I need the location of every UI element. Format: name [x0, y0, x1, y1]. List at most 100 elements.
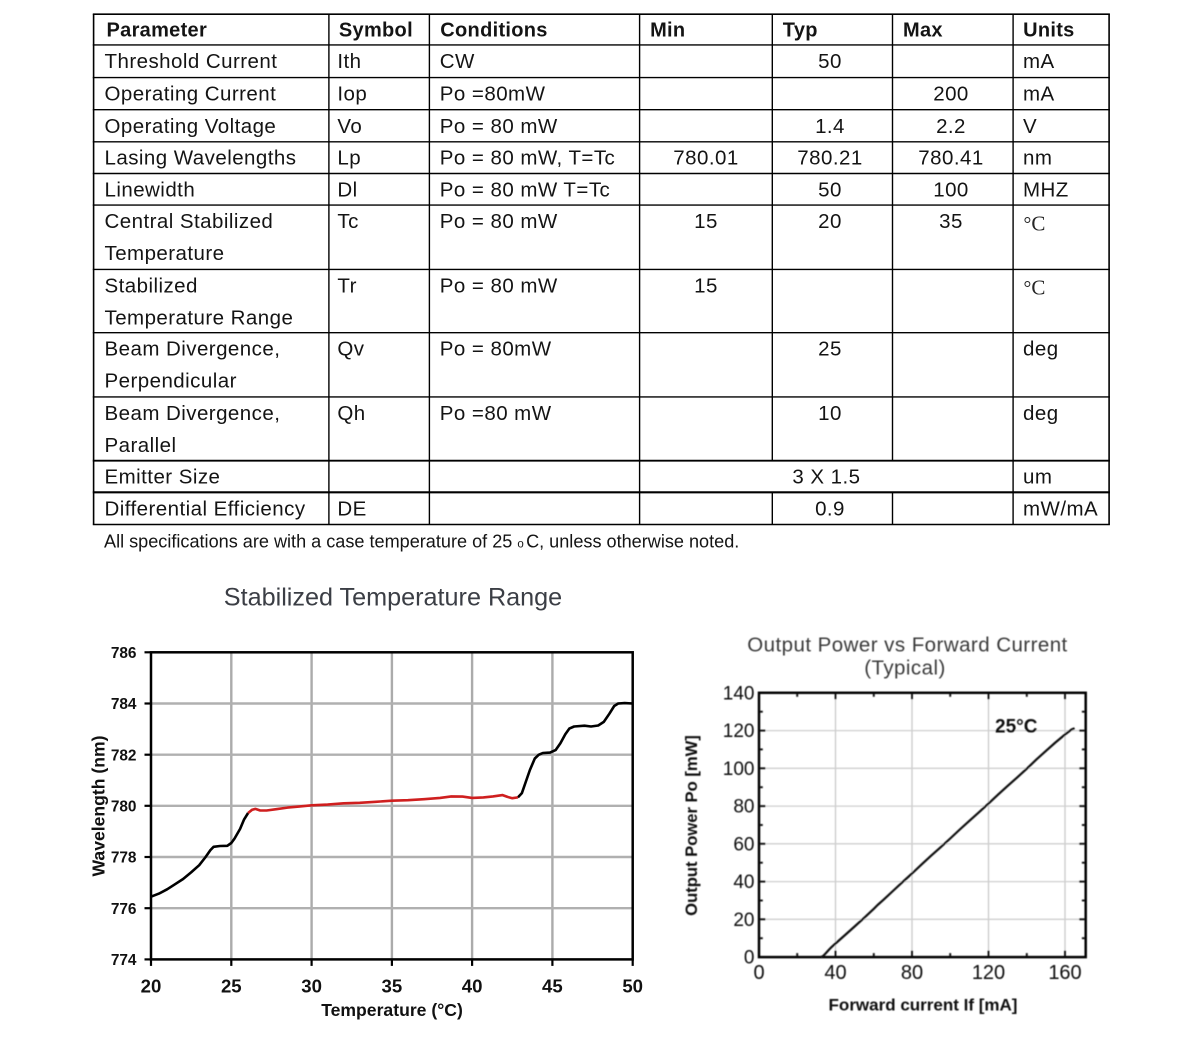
svg-text:Central Stabilized: Central Stabilized [105, 210, 274, 233]
svg-text:200: 200 [933, 83, 969, 106]
svg-text:30: 30 [301, 976, 322, 997]
svg-text:774: 774 [111, 952, 137, 969]
svg-text:40: 40 [824, 962, 846, 984]
svg-text:DE: DE [337, 497, 366, 520]
svg-text:3 X 1.5: 3 X 1.5 [792, 466, 860, 489]
svg-text:100: 100 [723, 759, 755, 780]
svg-text:Units: Units [1023, 20, 1075, 42]
svg-text:Dl: Dl [337, 178, 357, 201]
svg-text:Po = 80 mW T=Tc: Po = 80 mW T=Tc [440, 178, 610, 201]
svg-text:60: 60 [733, 834, 754, 855]
svg-text:Po =80mW: Po =80mW [440, 83, 546, 106]
svg-text:25: 25 [818, 338, 842, 361]
svg-text:Temperature Range: Temperature Range [105, 306, 294, 329]
svg-text:Temperature (°C): Temperature (°C) [321, 1000, 463, 1020]
svg-text:Perpendicular: Perpendicular [105, 370, 237, 393]
svg-text:Linewidth: Linewidth [105, 178, 196, 201]
svg-text:35: 35 [382, 976, 403, 997]
svg-text:CW: CW [440, 50, 475, 73]
svg-text:Po = 80mW: Po = 80mW [440, 338, 552, 361]
svg-text:(Typical): (Typical) [864, 657, 946, 680]
svg-text:160: 160 [1048, 962, 1081, 984]
svg-text:15: 15 [694, 274, 718, 297]
svg-text:35: 35 [939, 210, 963, 233]
svg-text:Parameter: Parameter [107, 20, 208, 42]
svg-text:Vo: Vo [337, 115, 362, 138]
svg-text:Output Power Po [mW]: Output Power Po [mW] [682, 735, 701, 916]
svg-text:778: 778 [111, 850, 137, 867]
svg-text:140: 140 [723, 683, 755, 704]
svg-text:Beam Divergence,: Beam Divergence, [105, 402, 281, 425]
svg-text:2.2: 2.2 [936, 115, 966, 138]
svg-text:Wavelength (nm): Wavelength (nm) [89, 735, 109, 876]
svg-text:nm: nm [1023, 147, 1052, 170]
svg-text:50: 50 [818, 178, 842, 201]
svg-text:20: 20 [818, 210, 842, 233]
svg-text:Po = 80 mW: Po = 80 mW [440, 115, 558, 138]
svg-text:V: V [1023, 115, 1037, 138]
svg-text:784: 784 [111, 696, 137, 713]
svg-text:Emitter Size: Emitter Size [105, 466, 221, 489]
svg-text:Stabilized Temperature Range: Stabilized Temperature Range [224, 584, 562, 612]
svg-text:776: 776 [111, 901, 137, 918]
svg-text:Lasing Wavelengths: Lasing Wavelengths [105, 147, 297, 170]
svg-text:Forward current If [mA]: Forward current If [mA] [829, 996, 1018, 1015]
svg-text:782: 782 [111, 747, 137, 764]
svg-text:MHZ: MHZ [1023, 178, 1069, 201]
svg-text:Po = 80 mW: Po = 80 mW [440, 210, 558, 233]
svg-text:Qh: Qh [337, 402, 365, 425]
svg-text:Operating Current: Operating Current [105, 83, 277, 106]
svg-text:All specifications are with a: All specifications are with a case tempe… [104, 531, 739, 551]
svg-text:Threshold Current: Threshold Current [105, 50, 278, 73]
svg-text:100: 100 [933, 178, 969, 201]
svg-text:Tc: Tc [337, 210, 358, 233]
svg-text:Parallel: Parallel [105, 434, 177, 457]
svg-text:45: 45 [542, 976, 563, 997]
svg-text:20: 20 [733, 910, 754, 931]
svg-text:120: 120 [723, 721, 755, 742]
svg-text:um: um [1023, 466, 1052, 489]
svg-text:°C: °C [1024, 276, 1046, 300]
svg-text:Ith: Ith [337, 50, 361, 73]
svg-text:mA: mA [1023, 83, 1055, 106]
svg-text:Min: Min [650, 20, 685, 42]
svg-text:Po =80 mW: Po =80 mW [440, 402, 552, 425]
svg-text:780.01: 780.01 [673, 147, 738, 170]
svg-text:Po = 80 mW, T=Tc: Po = 80 mW, T=Tc [440, 147, 615, 170]
svg-text:Beam Divergence,: Beam Divergence, [105, 338, 281, 361]
svg-text:0: 0 [753, 962, 764, 984]
svg-text:Lp: Lp [337, 147, 361, 170]
svg-text:25°C: 25°C [995, 717, 1038, 738]
svg-text:20: 20 [141, 976, 162, 997]
svg-text:Tr: Tr [337, 274, 357, 297]
svg-text:Po = 80 mW: Po = 80 mW [440, 274, 558, 297]
svg-text:786: 786 [111, 645, 137, 662]
svg-text:780: 780 [111, 799, 137, 816]
svg-text:Temperature: Temperature [105, 242, 225, 265]
svg-text:Differential Efficiency: Differential Efficiency [105, 497, 306, 520]
svg-text:50: 50 [818, 50, 842, 73]
svg-text:mW/mA: mW/mA [1023, 497, 1098, 520]
svg-text:10: 10 [818, 402, 842, 425]
svg-text:Qv: Qv [337, 338, 364, 361]
svg-text:Max: Max [903, 20, 943, 42]
svg-text:50: 50 [622, 976, 643, 997]
svg-text:15: 15 [694, 210, 718, 233]
svg-text:40: 40 [733, 872, 754, 893]
svg-text:Typ: Typ [783, 20, 818, 42]
svg-text:80: 80 [733, 797, 754, 818]
svg-text:1.4: 1.4 [815, 115, 845, 138]
svg-text:mA: mA [1023, 50, 1055, 73]
svg-text:deg: deg [1023, 338, 1059, 361]
svg-text:°C: °C [1024, 211, 1046, 235]
svg-text:Operating Voltage: Operating Voltage [105, 115, 277, 138]
svg-text:0.9: 0.9 [815, 497, 845, 520]
svg-text:0: 0 [744, 948, 755, 969]
svg-text:Iop: Iop [337, 83, 367, 106]
svg-text:Stabilized: Stabilized [105, 274, 198, 297]
svg-text:780.41: 780.41 [918, 147, 983, 170]
svg-text:Output Power vs Forward Curren: Output Power vs Forward Current [747, 634, 1067, 657]
svg-text:Symbol: Symbol [339, 20, 413, 42]
svg-text:80: 80 [901, 962, 923, 984]
svg-text:120: 120 [972, 962, 1005, 984]
